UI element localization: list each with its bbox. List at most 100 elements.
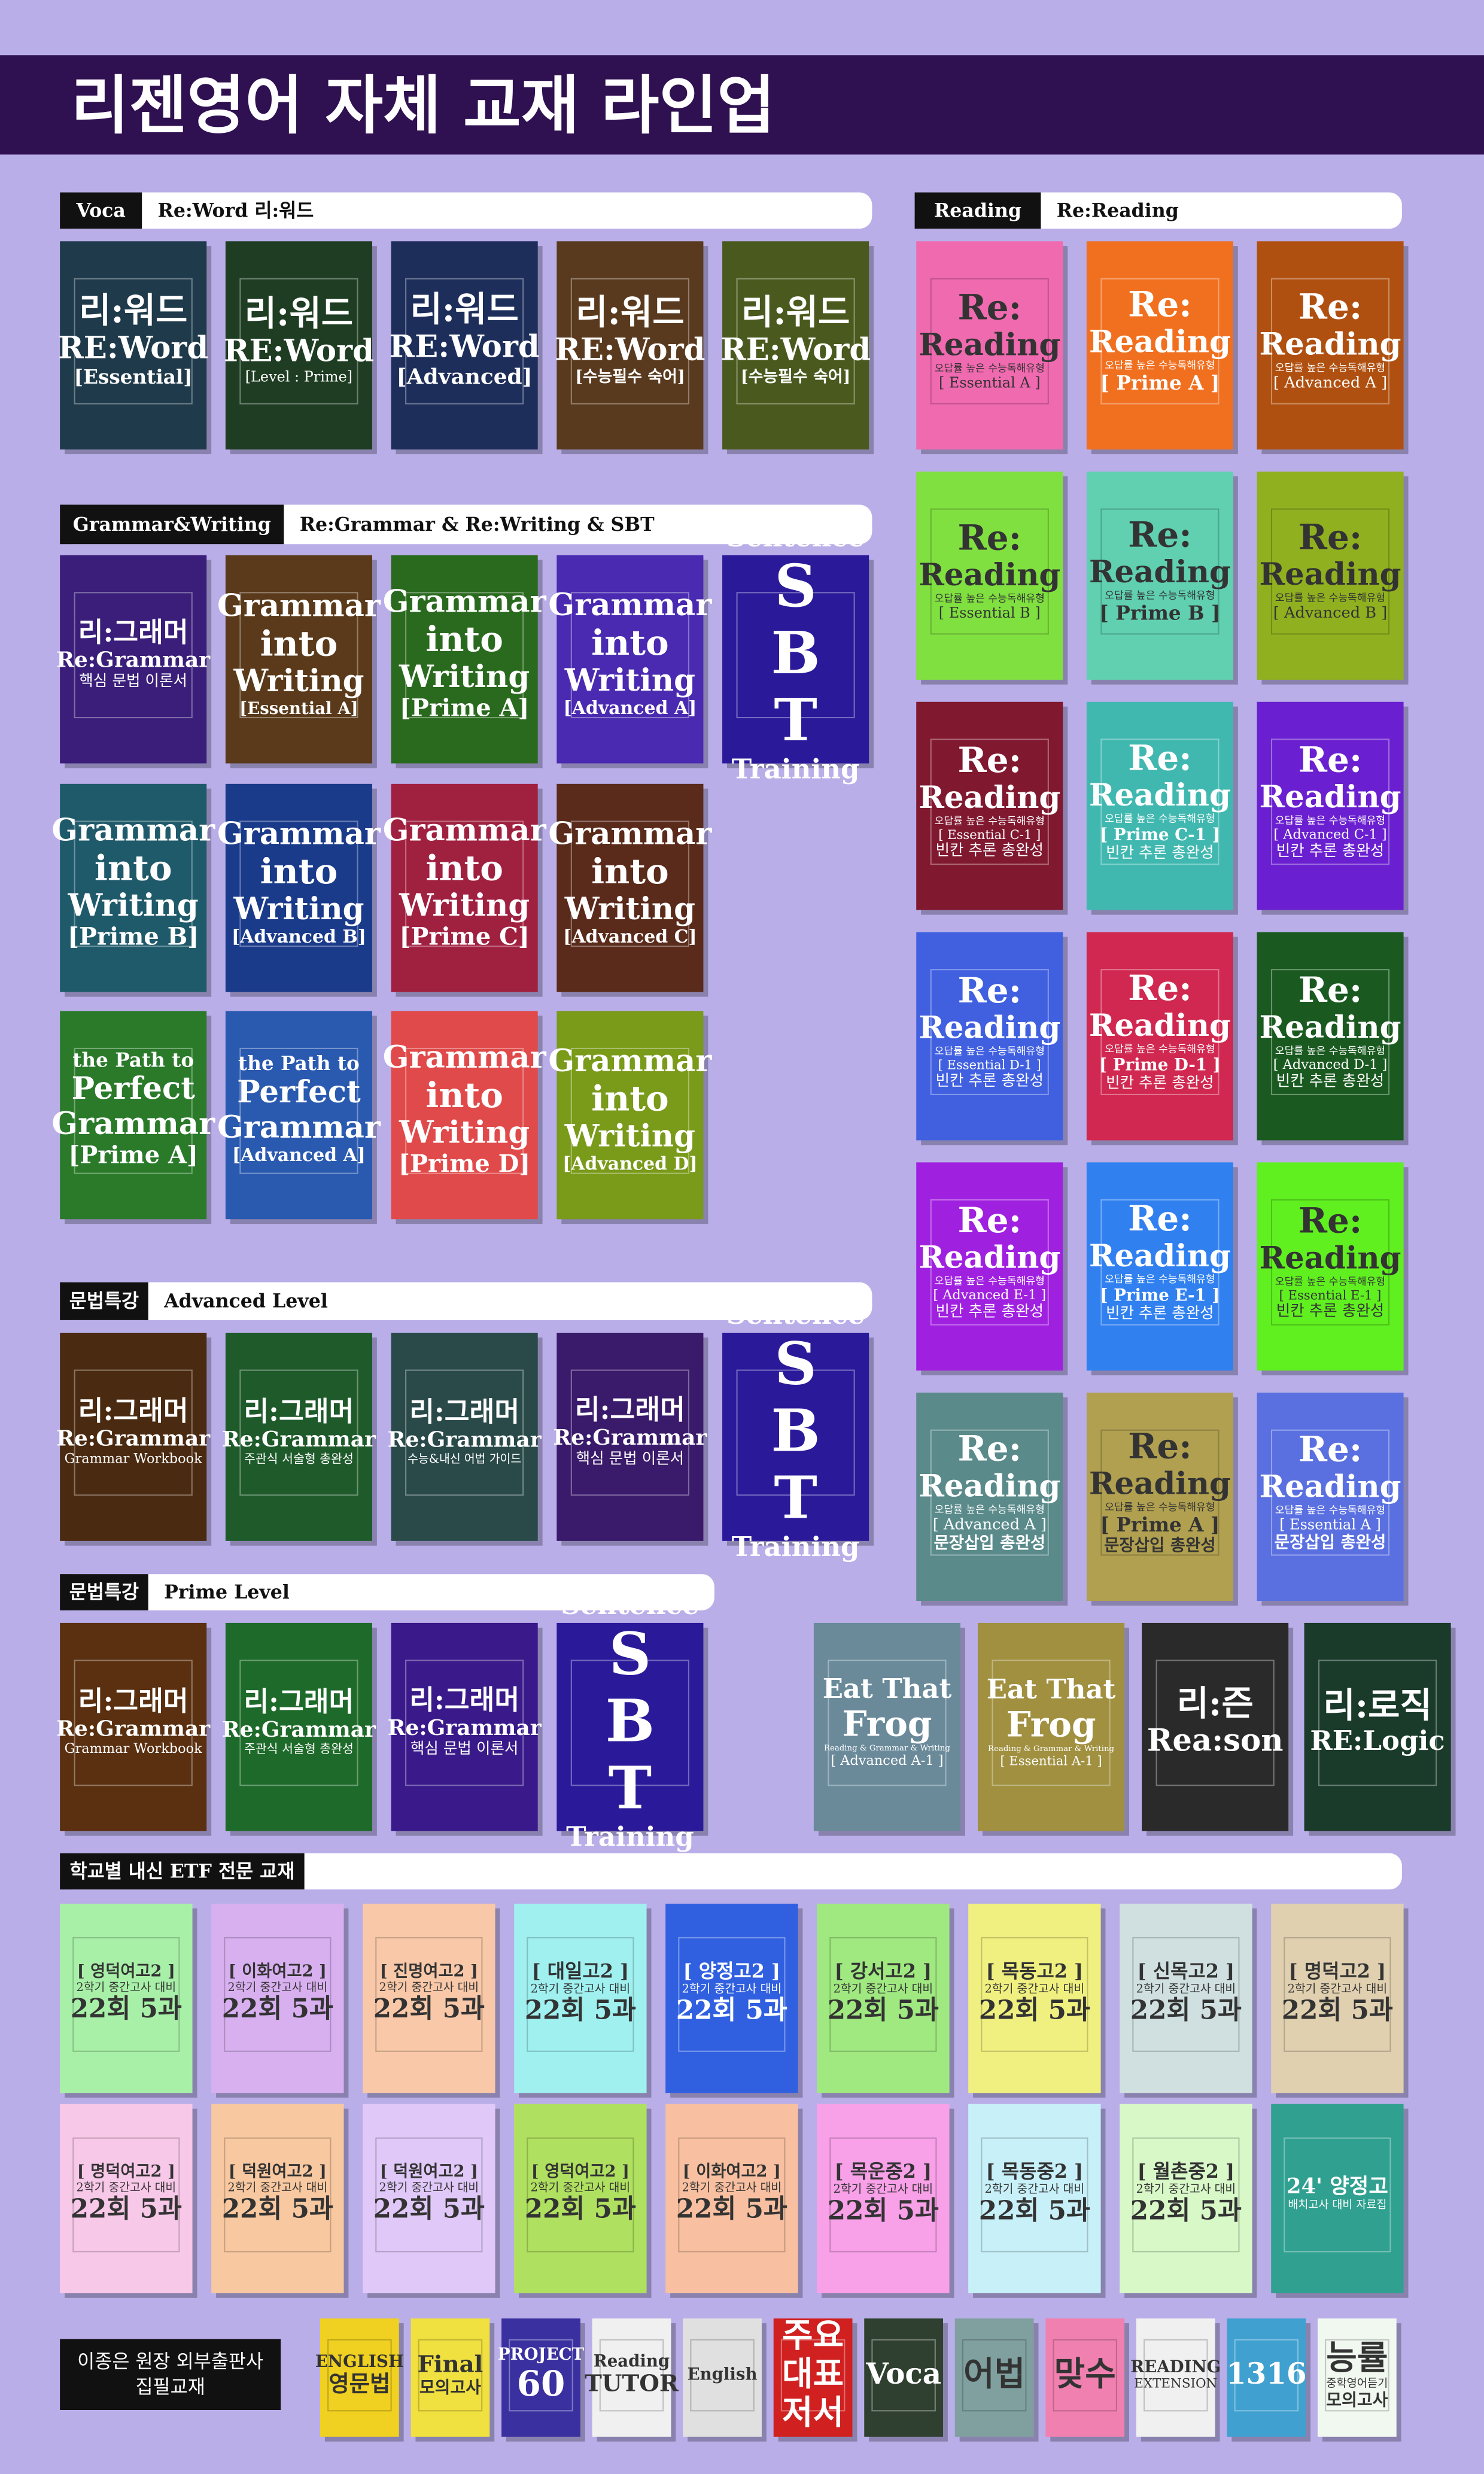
- cover-text: Reading: [1260, 326, 1401, 362]
- cover-text: [수능필수 숙어]: [741, 367, 850, 386]
- cover-text: Re:Grammar: [222, 1717, 376, 1742]
- cover-text: 리:그래머: [78, 1394, 188, 1427]
- cover-frame: [239, 1047, 358, 1174]
- cover-text: [ 이화여고2 ]: [229, 1961, 327, 1980]
- cover-text: [ Essential A ]: [1279, 1516, 1381, 1533]
- cover-text: Reading: [1089, 1238, 1231, 1274]
- cover-text: [ Essential D-1 ]: [938, 1057, 1041, 1072]
- cover-frame: [527, 1937, 634, 2052]
- cover-text: [ 영덕여고2 ]: [77, 1961, 175, 1980]
- cover-frame: [405, 1369, 524, 1496]
- cover-text: 22회 5과: [1130, 1995, 1242, 2026]
- book-cover: [1086, 241, 1233, 450]
- cover-text: Frog: [1006, 1704, 1096, 1744]
- cover-text: 22회 5과: [373, 2194, 485, 2224]
- book-cover: [1257, 932, 1404, 1141]
- book-cover: [1136, 2318, 1215, 2437]
- cover-text: [ 양정고2 ]: [683, 1959, 781, 1982]
- section-tag: Voca: [75, 199, 125, 221]
- cover-text: 2학기 중간고사 대비: [531, 1981, 631, 1995]
- cover-text: EXTENSION: [1134, 2376, 1217, 2391]
- cover-text: 저서: [782, 2393, 844, 2432]
- cover-frame: [375, 1937, 483, 2052]
- cover-frame: [1284, 1937, 1391, 2052]
- cover-text: 주요: [782, 2316, 844, 2356]
- cover-text: Writing: [564, 1118, 695, 1154]
- book-cover: [225, 1332, 372, 1541]
- cover-text: Reading: [919, 1240, 1060, 1276]
- cover-text: Perfect: [237, 1074, 361, 1110]
- cover-text: Reading: [1089, 554, 1231, 590]
- book-cover: [320, 2318, 399, 2437]
- cover-text: T: [774, 686, 817, 754]
- cover-text: 수능&내신 어법 가이드: [408, 1452, 521, 1466]
- book-cover: [60, 1622, 207, 1831]
- cover-text: into: [260, 851, 338, 892]
- cover-text: 빈칸 추론 총완성: [1276, 1072, 1385, 1090]
- cover-text: [Advanced C]: [563, 926, 697, 947]
- cover-text: Re:: [958, 287, 1021, 328]
- cover-text: Reading: [919, 557, 1060, 593]
- cover-text: 2학기 중간고사 대비: [834, 2182, 933, 2196]
- book-cover: [391, 1622, 538, 1831]
- cover-text: [ 강서고2 ]: [835, 1959, 932, 1982]
- section-label: Re:Reading: [1057, 199, 1179, 221]
- book-cover: [1086, 932, 1233, 1141]
- cover-text: Training: [566, 1821, 694, 1853]
- cover-text: [ Prime C-1 ]: [1100, 825, 1220, 844]
- cover-frame: [829, 2137, 937, 2253]
- cover-frame: [570, 1047, 689, 1174]
- section-tag-box: [914, 192, 1041, 229]
- cover-text: Re:Grammar: [388, 1427, 542, 1452]
- cover-text: Writing: [564, 662, 695, 698]
- cover-text: 오답률 높은 수능독해유형: [935, 1275, 1045, 1287]
- book-cover: [916, 472, 1063, 680]
- cover-frame: [74, 820, 193, 947]
- cover-frame: [780, 2339, 846, 2412]
- cover-text: [ Prime E-1 ]: [1100, 1285, 1220, 1305]
- cover-text: 2학기 중간고사 대비: [379, 2180, 479, 2194]
- book-cover: [556, 1332, 704, 1541]
- cover-text: [ 대일고2 ]: [532, 1959, 630, 1982]
- cover-text: 중학영어듣기: [1326, 2378, 1388, 2390]
- cover-frame: [72, 2137, 180, 2253]
- cover-text: Rea:son: [1147, 1723, 1284, 1759]
- book-cover: [514, 2104, 647, 2293]
- cover-text: 빈칸 추론 총완성: [1106, 844, 1214, 862]
- book-cover: [514, 1904, 647, 2093]
- cover-text: 리:그래머: [575, 1393, 685, 1426]
- cover-text: [ Advanced A ]: [933, 1516, 1047, 1534]
- cover-frame: [74, 1660, 193, 1786]
- cover-text: [ 영덕여고2 ]: [531, 2162, 630, 2181]
- header-bar: [0, 55, 1484, 155]
- note-box: [60, 2339, 281, 2410]
- cover-text: [Advanced B]: [232, 926, 366, 947]
- cover-frame: [678, 2137, 786, 2253]
- section-banner: [60, 1853, 1402, 1890]
- cover-text: 오답률 높은 수능독해유형: [935, 363, 1045, 375]
- book-cover: [225, 783, 372, 992]
- book-cover: [817, 1904, 950, 2093]
- cover-text: 오답률 높은 수능독해유형: [1275, 1505, 1385, 1516]
- book-cover: [225, 1622, 372, 1831]
- book-cover: [1271, 1904, 1404, 2093]
- cover-text: 2학기 중간고사 대비: [1136, 1981, 1236, 1995]
- book-cover: [1257, 472, 1404, 680]
- cover-text: 오답률 높은 수능독해유형: [1105, 1502, 1215, 1513]
- cover-text: Sentence: [726, 521, 865, 553]
- cover-text: 영문법: [329, 2370, 390, 2397]
- cover-frame: [405, 592, 524, 719]
- book-cover: [1257, 1393, 1404, 1601]
- cover-frame: [1155, 1660, 1275, 1786]
- cover-frame: [871, 2339, 936, 2412]
- cover-text: 22회 5과: [828, 1995, 939, 2026]
- cover-text: Writing: [399, 1115, 530, 1151]
- cover-frame: [570, 278, 689, 405]
- cover-text: Sentence: [561, 1589, 699, 1621]
- book-cover: [391, 555, 538, 764]
- cover-text: Re:Grammar: [56, 1716, 211, 1741]
- book-cover: [1257, 241, 1404, 450]
- cover-frame: [327, 2339, 392, 2412]
- cover-text: 오답률 높은 수능독해유형: [1105, 590, 1215, 602]
- cover-text: Re:: [1298, 969, 1362, 1010]
